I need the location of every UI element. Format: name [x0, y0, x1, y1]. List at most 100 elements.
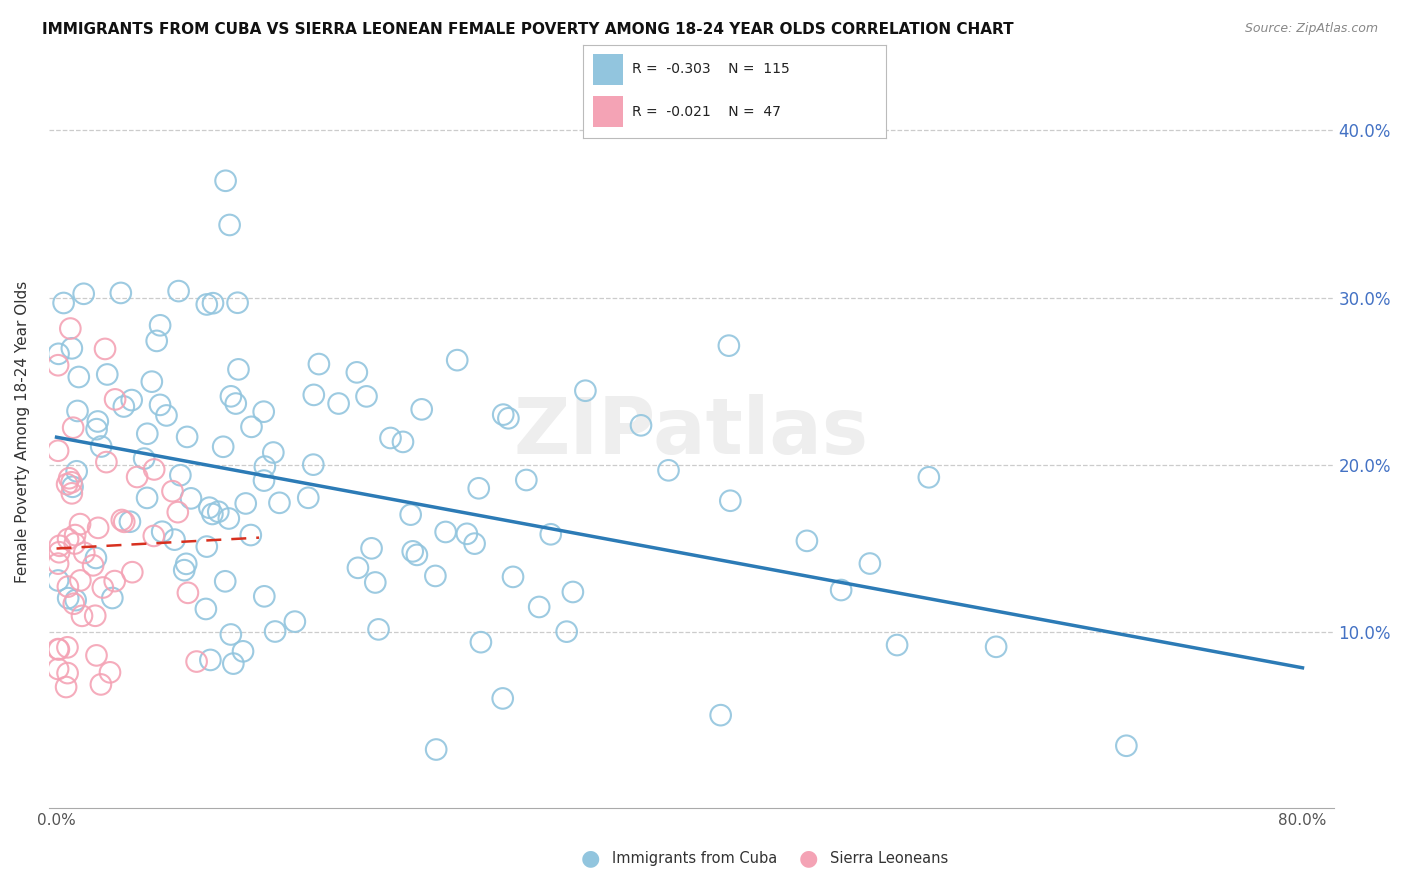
Point: [121, 565, 143, 579]
Point: [302, 458, 325, 472]
Point: [456, 526, 478, 541]
Point: [830, 582, 852, 597]
Point: [48, 545, 70, 559]
Point: [48, 539, 70, 553]
Point: [502, 570, 524, 584]
Point: [166, 505, 188, 519]
Point: [561, 585, 583, 599]
Text: Sierra Leoneans: Sierra Leoneans: [830, 851, 948, 865]
Point: [58, 471, 80, 485]
Point: [96, 368, 118, 382]
Point: [59, 321, 82, 335]
Point: [62, 597, 84, 611]
Point: [52, 296, 75, 310]
Point: [55, 680, 77, 694]
Point: [101, 591, 124, 605]
Point: [112, 515, 135, 529]
Point: [63, 528, 86, 542]
Point: [411, 402, 433, 417]
Point: [136, 491, 159, 505]
Point: [796, 533, 818, 548]
Point: [84, 608, 107, 623]
Point: [134, 451, 156, 466]
Point: [239, 528, 262, 542]
Point: [167, 284, 190, 298]
Point: [56, 666, 79, 681]
Point: [90, 677, 112, 691]
Point: [141, 375, 163, 389]
Point: [150, 524, 173, 539]
Point: [56, 580, 79, 594]
Point: [262, 445, 284, 459]
Point: [60, 341, 83, 355]
Point: [219, 389, 242, 403]
Point: [186, 655, 208, 669]
Point: [630, 418, 652, 433]
Point: [136, 426, 159, 441]
Bar: [592, 54, 623, 85]
Point: [91, 581, 114, 595]
Point: [657, 463, 679, 477]
Point: [425, 569, 447, 583]
Point: [226, 295, 249, 310]
Point: [176, 430, 198, 444]
Point: [253, 474, 276, 488]
Point: [380, 431, 402, 445]
Point: [195, 297, 218, 311]
Point: [218, 218, 240, 232]
Point: [98, 665, 121, 680]
Point: [328, 396, 350, 410]
Point: [104, 574, 127, 588]
Point: [112, 400, 135, 414]
Text: IMMIGRANTS FROM CUBA VS SIERRA LEONEAN FEMALE POVERTY AMONG 18-24 YEAR OLDS CORR: IMMIGRANTS FROM CUBA VS SIERRA LEONEAN F…: [42, 22, 1014, 37]
Point: [492, 408, 515, 422]
Point: [62, 420, 84, 434]
Point: [86, 648, 108, 663]
Point: [515, 473, 537, 487]
Bar: [592, 96, 623, 127]
Point: [56, 591, 79, 606]
Point: [392, 434, 415, 449]
Point: [214, 574, 236, 589]
Point: [269, 496, 291, 510]
Point: [212, 440, 235, 454]
Point: [364, 575, 387, 590]
Point: [446, 353, 468, 368]
Point: [225, 396, 247, 410]
Point: [360, 541, 382, 556]
Point: [46, 574, 69, 588]
Point: [498, 411, 520, 425]
Point: [173, 563, 195, 577]
Point: [149, 318, 172, 333]
Point: [46, 662, 69, 676]
Point: [195, 540, 218, 554]
Point: [198, 500, 221, 515]
Point: [104, 392, 127, 407]
Point: [169, 468, 191, 483]
Point: [110, 285, 132, 300]
Text: ZIPatlas: ZIPatlas: [513, 393, 869, 469]
Point: [73, 546, 96, 560]
Point: [308, 357, 330, 371]
Point: [111, 513, 134, 527]
Point: [264, 624, 287, 639]
Point: [48, 642, 70, 657]
Point: [984, 640, 1007, 654]
Point: [492, 691, 515, 706]
Point: [297, 491, 319, 505]
Point: [399, 508, 422, 522]
Point: [228, 362, 250, 376]
Point: [574, 384, 596, 398]
Point: [434, 524, 457, 539]
Point: [67, 370, 90, 384]
Text: Immigrants from Cuba: Immigrants from Cuba: [612, 851, 778, 865]
Point: [73, 286, 96, 301]
Text: ●: ●: [799, 848, 818, 868]
Point: [710, 708, 733, 723]
Point: [46, 642, 69, 657]
Point: [219, 627, 242, 641]
Point: [425, 742, 447, 756]
Point: [70, 608, 93, 623]
Point: [918, 470, 941, 484]
Point: [555, 624, 578, 639]
